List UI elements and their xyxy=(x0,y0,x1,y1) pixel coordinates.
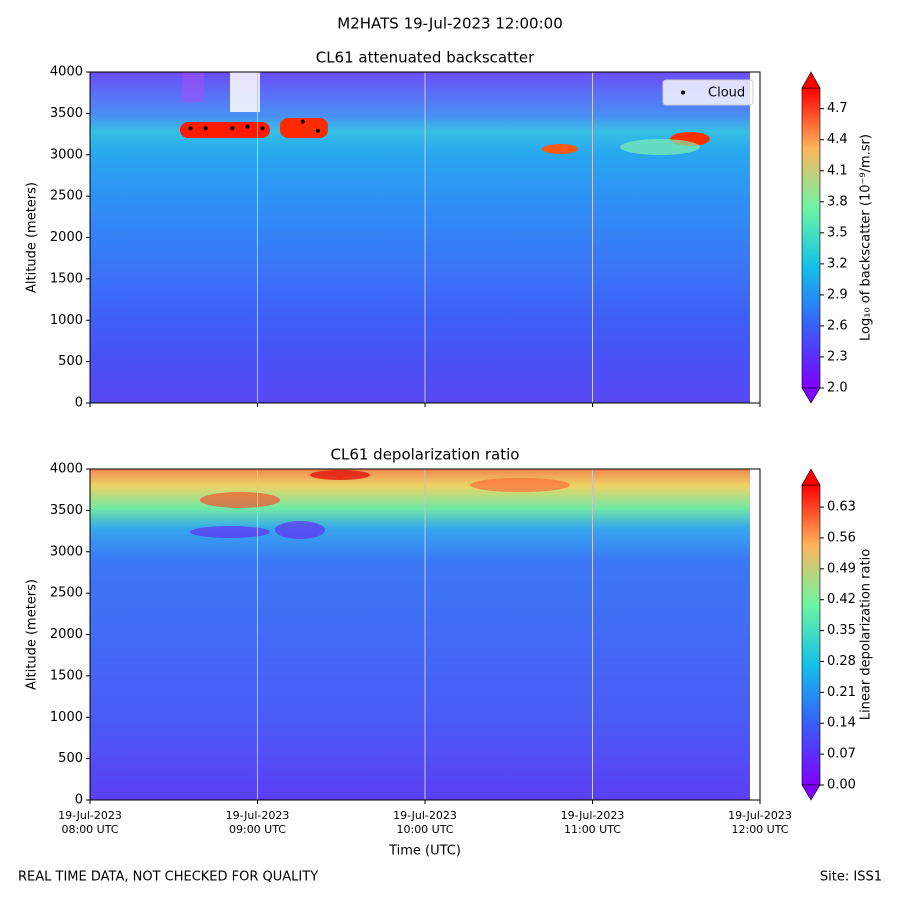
colorbar-tick-label: 2.3 xyxy=(827,349,848,364)
colorbar-extend-bottom xyxy=(801,784,821,801)
cloud-point xyxy=(188,126,193,131)
x-axis-label: Time (UTC) xyxy=(388,844,461,859)
subplot-title: CL61 attenuated backscatter xyxy=(316,49,535,67)
cloud-point xyxy=(245,124,250,129)
y-tick-label: 1500 xyxy=(50,668,83,683)
legend-box xyxy=(662,79,754,106)
colorbar-tick-label: 0.21 xyxy=(827,685,856,700)
y-tick-label: 2000 xyxy=(50,230,83,245)
x-tick-label: 19-Jul-2023 08:00 UTC xyxy=(58,809,122,836)
legend-marker xyxy=(681,90,685,95)
colorbar-tick-label: 0.00 xyxy=(827,778,856,793)
colorbar-extend-top xyxy=(801,71,821,89)
y-tick-label: 3000 xyxy=(50,147,83,162)
y-tick-label: 3000 xyxy=(50,544,83,559)
legend-label: Cloud xyxy=(708,86,745,101)
y-tick-label: 0 xyxy=(75,396,83,411)
depol-patches xyxy=(190,470,570,539)
y-tick-label: 1000 xyxy=(50,710,83,725)
colorbar-label: Log₁₀ of backscatter (10⁻⁹/m.sr) xyxy=(859,134,874,341)
y-tick-label: 3500 xyxy=(50,106,83,121)
site-label: Site: ISS1 xyxy=(820,870,882,885)
colorbar-tick-label: 3.8 xyxy=(827,194,848,209)
colorbar-tick-label: 3.5 xyxy=(827,225,848,240)
colorbar-tick-label: 0.49 xyxy=(827,561,856,576)
colorbar-tick-label: 0.56 xyxy=(827,530,856,545)
y-tick-label: 3500 xyxy=(50,503,83,518)
y-tick-label: 500 xyxy=(58,751,83,766)
colorbar-tick-label: 0.63 xyxy=(827,500,856,515)
colorbar-tick-label: 2.6 xyxy=(827,318,848,333)
y-axis-label: Altitude (meters) xyxy=(25,579,40,690)
y-tick-label: 2500 xyxy=(50,586,83,601)
colorbar-extend-bottom xyxy=(801,387,821,404)
colorbar-label: Linear depolarization ratio xyxy=(859,549,874,720)
colorbar-tick-label: 4.1 xyxy=(827,163,848,178)
cloud-point xyxy=(203,126,208,131)
cloud-point xyxy=(260,126,265,131)
y-axis-label: Altitude (meters) xyxy=(25,182,40,293)
y-tick-label: 4000 xyxy=(50,65,83,80)
colorbar-tick-label: 0.42 xyxy=(827,592,856,607)
y-tick-label: 500 xyxy=(58,354,83,369)
colorbar-tick-label: 0.35 xyxy=(827,623,856,638)
colorbar-tick-label: 0.07 xyxy=(827,747,856,762)
cloud-point xyxy=(315,128,320,133)
colorbar xyxy=(801,87,821,389)
x-tick-label: 19-Jul-2023 11:00 UTC xyxy=(561,809,625,836)
cloud-blobs xyxy=(180,72,710,155)
footer-note: REAL TIME DATA, NOT CHECKED FOR QUALITY xyxy=(18,870,318,885)
colorbar-tick-label: 3.2 xyxy=(827,256,848,271)
suptitle: M2HATS 19-Jul-2023 12:00:00 xyxy=(337,15,562,33)
backscatter-field xyxy=(90,72,750,403)
cloud-point xyxy=(230,126,235,131)
colorbar-tick-label: 0.14 xyxy=(827,716,856,731)
subplot-title: CL61 depolarization ratio xyxy=(331,446,520,464)
axes-frame xyxy=(89,468,761,801)
axes-frame xyxy=(89,71,761,404)
y-tick-label: 1500 xyxy=(50,271,83,286)
y-tick-label: 2000 xyxy=(50,627,83,642)
y-tick-label: 1000 xyxy=(50,313,83,328)
y-tick-label: 4000 xyxy=(50,462,83,477)
colorbar xyxy=(801,484,821,786)
colorbar-tick-label: 4.7 xyxy=(827,101,848,116)
colorbar-tick-label: 2.9 xyxy=(827,287,848,302)
colorbar-tick-label: 0.28 xyxy=(827,654,856,669)
colorbar-tick-label: 4.4 xyxy=(827,132,848,147)
depolarization-field xyxy=(90,469,750,800)
x-tick-label: 19-Jul-2023 12:00 UTC xyxy=(728,809,792,836)
x-tick-label: 19-Jul-2023 09:00 UTC xyxy=(226,809,290,836)
y-tick-label: 2500 xyxy=(50,189,83,204)
y-tick-label: 0 xyxy=(75,793,83,808)
colorbar-extend-top xyxy=(801,468,821,486)
x-tick-label: 19-Jul-2023 10:00 UTC xyxy=(393,809,457,836)
colorbar-tick-label: 2.0 xyxy=(827,381,848,396)
cloud-point xyxy=(300,119,305,124)
